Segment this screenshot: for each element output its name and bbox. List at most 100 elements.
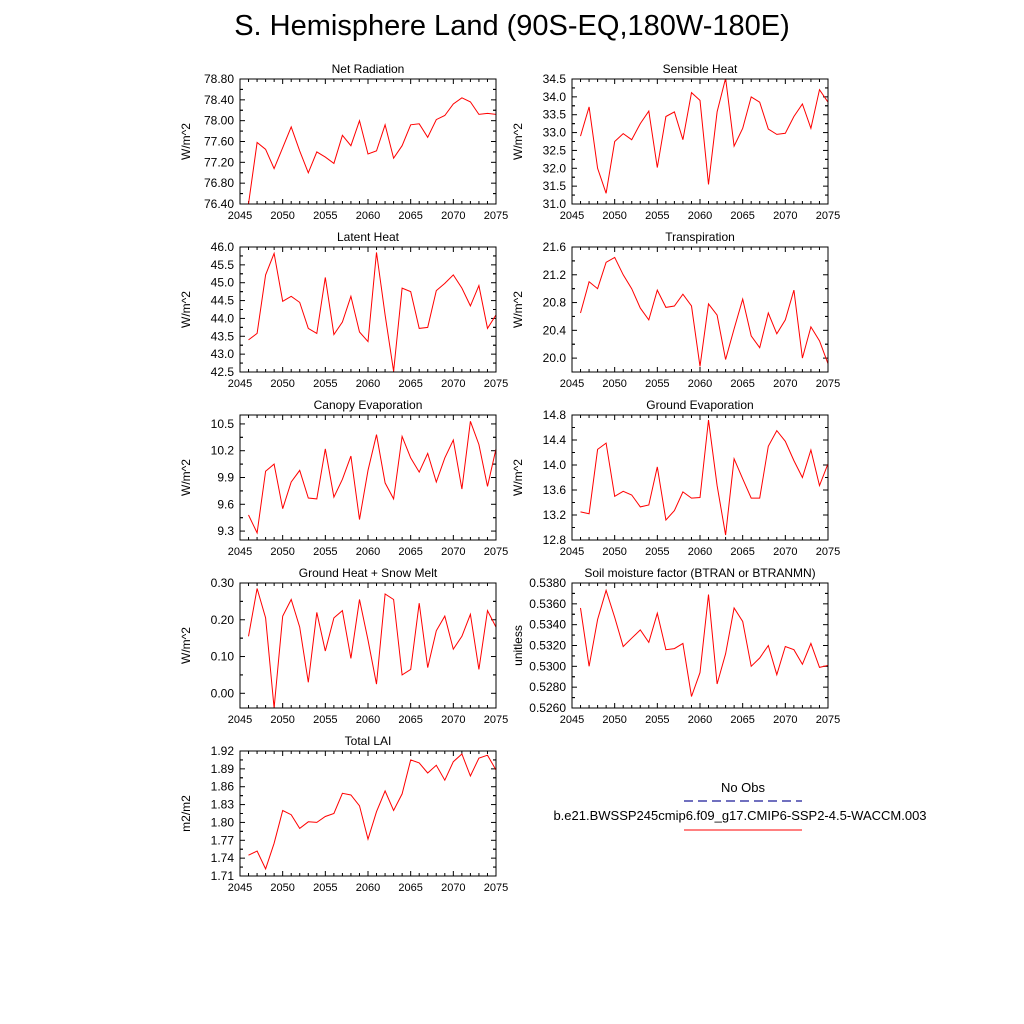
x-tick-label: 2065 xyxy=(398,882,422,894)
x-tick-label: 2055 xyxy=(645,210,669,222)
x-tick-label: 2075 xyxy=(484,210,508,222)
panel-6: Ground Heat + Snow Melt W/m^2 2045 2050 2055… xyxy=(179,566,508,726)
x-tick-label: 2070 xyxy=(441,714,465,726)
y-axis-label: W/m^2 xyxy=(511,459,525,496)
x-tick-label: 2065 xyxy=(730,714,754,726)
panel-title: Latent Heat xyxy=(337,230,400,244)
x-tick-label: 2065 xyxy=(730,210,754,222)
legend: No Obs b.e21.BWSSP245cmip6.f09_g17.CMIP6… xyxy=(553,780,927,831)
y-tick-label: 9.9 xyxy=(217,471,234,485)
y-axis-label: W/m^2 xyxy=(511,291,525,328)
y-axis-label: unitless xyxy=(511,625,525,666)
y-tick-label: 9.3 xyxy=(217,524,234,538)
x-tick-label: 2045 xyxy=(560,210,584,222)
x-tick-label: 2045 xyxy=(228,882,252,894)
data-series-line xyxy=(248,753,496,871)
y-tick-label: 76.40 xyxy=(204,197,234,211)
x-tick-label: 2060 xyxy=(688,210,712,222)
plot-frame xyxy=(571,78,829,205)
legend-case-label: b.e21.BWSSP245cmip6.f09_g17.CMIP6-SSP2-4… xyxy=(553,808,926,823)
x-tick-label: 2060 xyxy=(688,378,712,390)
x-tick-label: 2045 xyxy=(228,546,252,558)
y-tick-label: 13.6 xyxy=(543,483,567,497)
y-tick-label: 31.5 xyxy=(543,179,567,193)
x-tick-label: 2050 xyxy=(602,378,626,390)
panel-5: Ground Evaporation W/m^2 2045 2050 2055 2060 2… xyxy=(511,398,840,558)
x-tick-label: 2065 xyxy=(398,210,422,222)
x-tick-label: 2075 xyxy=(816,378,840,390)
data-series-line xyxy=(580,419,828,536)
panel-8: Total LAI m2/m2 2045 2050 2055 2060 2065 2070 20… xyxy=(179,734,508,894)
y-tick-label: 1.89 xyxy=(211,762,235,776)
y-tick-label: 33.0 xyxy=(543,126,567,140)
y-tick-label: 0.5260 xyxy=(529,701,566,715)
x-tick-label: 2050 xyxy=(270,882,294,894)
data-series-line xyxy=(248,97,496,204)
x-tick-label: 2075 xyxy=(816,210,840,222)
x-tick-label: 2070 xyxy=(441,378,465,390)
y-tick-label: 1.92 xyxy=(211,744,235,758)
y-tick-label: 20.0 xyxy=(543,351,567,365)
y-tick-label: 0.5300 xyxy=(529,659,566,673)
y-tick-label: 20.8 xyxy=(543,296,567,310)
panel-title: Sensible Heat xyxy=(663,62,738,76)
x-tick-label: 2055 xyxy=(313,546,337,558)
x-tick-label: 2060 xyxy=(356,714,380,726)
x-tick-label: 2060 xyxy=(688,546,712,558)
y-tick-label: 1.86 xyxy=(211,780,235,794)
x-tick-label: 2075 xyxy=(484,882,508,894)
y-tick-label: 1.77 xyxy=(211,833,235,847)
y-tick-label: 13.2 xyxy=(543,508,567,522)
x-tick-label: 2075 xyxy=(484,714,508,726)
y-tick-label: 77.20 xyxy=(204,155,234,169)
x-tick-label: 2045 xyxy=(228,210,252,222)
y-tick-label: 46.0 xyxy=(211,240,235,254)
y-axis-label: m2/m2 xyxy=(179,795,193,832)
y-tick-label: 1.80 xyxy=(211,815,235,829)
x-tick-label: 2050 xyxy=(270,546,294,558)
y-tick-label: 0.5280 xyxy=(529,680,566,694)
x-tick-label: 2050 xyxy=(270,714,294,726)
y-tick-label: 21.6 xyxy=(543,240,567,254)
y-tick-label: 44.5 xyxy=(211,294,235,308)
y-tick-label: 42.5 xyxy=(211,365,235,379)
plot-frame xyxy=(571,582,829,709)
y-tick-label: 34.5 xyxy=(543,72,567,86)
panel-1: Sensible Heat W/m^2 2045 2050 2055 2060 2065 20… xyxy=(511,62,840,222)
x-tick-label: 2055 xyxy=(645,378,669,390)
y-axis-label: W/m^2 xyxy=(179,459,193,496)
x-tick-label: 2060 xyxy=(356,210,380,222)
x-tick-label: 2055 xyxy=(645,714,669,726)
panel-3: Transpiration W/m^2 2045 2050 2055 2060 2065 20… xyxy=(511,230,840,390)
y-axis-label: W/m^2 xyxy=(511,123,525,160)
x-tick-label: 2050 xyxy=(602,546,626,558)
plot-frame xyxy=(239,750,497,877)
x-tick-label: 2050 xyxy=(602,210,626,222)
x-tick-label: 2060 xyxy=(688,714,712,726)
x-tick-label: 2075 xyxy=(816,714,840,726)
y-tick-label: 0.5360 xyxy=(529,597,566,611)
y-axis-label: W/m^2 xyxy=(179,123,193,160)
y-tick-label: 0.00 xyxy=(211,686,235,700)
y-tick-label: 0.20 xyxy=(211,613,235,627)
plot-frame xyxy=(571,246,829,373)
x-tick-label: 2050 xyxy=(270,210,294,222)
y-tick-label: 76.80 xyxy=(204,176,234,190)
x-tick-label: 2055 xyxy=(313,882,337,894)
x-tick-label: 2070 xyxy=(773,378,797,390)
y-tick-label: 10.5 xyxy=(211,417,235,431)
legend-obs-label: No Obs xyxy=(721,780,766,795)
y-tick-label: 45.0 xyxy=(211,276,235,290)
x-tick-label: 2050 xyxy=(602,714,626,726)
y-tick-label: 32.0 xyxy=(543,161,567,175)
y-tick-label: 0.5340 xyxy=(529,618,566,632)
panel-title: Net Radiation xyxy=(332,62,405,76)
data-series-line xyxy=(580,588,828,697)
x-tick-label: 2045 xyxy=(228,378,252,390)
x-tick-label: 2055 xyxy=(313,714,337,726)
x-tick-label: 2060 xyxy=(356,378,380,390)
plot-frame xyxy=(239,414,497,541)
x-tick-label: 2070 xyxy=(773,714,797,726)
y-tick-label: 1.74 xyxy=(211,851,235,865)
